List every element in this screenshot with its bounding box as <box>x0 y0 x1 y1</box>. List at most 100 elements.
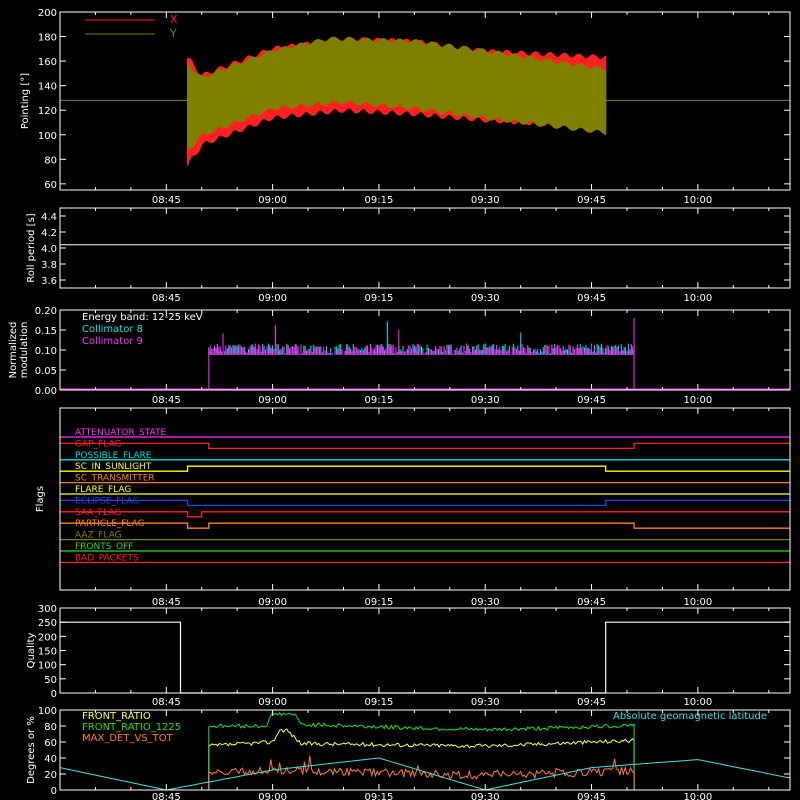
x-tick-label: 09:15 <box>365 597 394 608</box>
legend-label-y: Y <box>169 27 177 40</box>
x-tick-label: 08:45 <box>152 395 181 406</box>
y-tick-label: 4.2 <box>41 228 57 239</box>
x-tick-label: 09:45 <box>577 293 606 304</box>
modulation-y-label-2: modulation <box>19 322 30 379</box>
modulation-x-axis <box>59 310 770 390</box>
x-tick-label: 09:00 <box>258 195 287 206</box>
y-tick-label: 180 <box>38 33 57 44</box>
pointing-y-label: Pointing [°] <box>20 73 31 129</box>
quality-frame <box>59 607 791 694</box>
y-tick-label: 0.00 <box>35 386 57 397</box>
y-tick-label: 250 <box>38 618 57 629</box>
pointing-x-axis <box>59 12 770 190</box>
x-tick-label: 09:15 <box>365 395 394 406</box>
y-tick-label: 200 <box>38 8 57 19</box>
series-front-ratio <box>208 728 635 790</box>
modulation-y-label-1: Normalized <box>8 322 19 379</box>
ratio-y-label: Degrees or % <box>26 716 37 784</box>
flag-label: POSSIBLE_FLARE <box>75 451 152 461</box>
x-tick-label: 09:00 <box>258 792 287 800</box>
quality-x-axis <box>59 608 770 693</box>
y-tick-label: 100 <box>38 706 57 717</box>
modulation-frame <box>59 309 791 391</box>
flag-label: FRONTS_OFF <box>75 542 133 552</box>
x-tick-label: 09:45 <box>577 597 606 608</box>
x-tick-label: 10:00 <box>683 697 712 708</box>
x-tick-label: 10:00 <box>683 293 712 304</box>
x-tick-label: 09:00 <box>258 697 287 708</box>
pointing-y-axis <box>60 11 790 185</box>
quality-y-axis <box>60 607 790 694</box>
flag-label: BAD_PACKETS <box>75 553 139 563</box>
flag-trace <box>60 442 790 450</box>
y-tick-label: 0 <box>51 689 57 700</box>
y-tick-label: 60 <box>44 738 57 749</box>
ratio-x-axis <box>59 710 770 790</box>
ratio-frame <box>59 709 791 791</box>
modulation-legend-energy: Energy band: 12-25 keV <box>82 312 203 323</box>
modulation-legend-c9: Collimator 9 <box>82 336 143 347</box>
pointing-frame <box>59 11 791 191</box>
y-tick-label: 3.8 <box>41 260 57 271</box>
x-tick-label: 08:45 <box>152 195 181 206</box>
roll-frame <box>59 207 791 289</box>
flag-trace <box>60 465 790 472</box>
y-tick-label: 80 <box>44 155 57 166</box>
y-tick-label: 0 <box>51 786 57 797</box>
flag-label: SC_TRANSMITTER <box>75 474 155 484</box>
y-tick-label: 0.10 <box>35 346 57 357</box>
y-tick-label: 200 <box>38 632 57 643</box>
x-tick-label: 10:00 <box>683 395 712 406</box>
flag-label: GAP_FLAG <box>75 439 121 449</box>
y-tick-label: 100 <box>38 131 57 142</box>
x-tick-label: 09:45 <box>577 395 606 406</box>
x-tick-label: 08:45 <box>152 597 181 608</box>
x-tick-label: 09:30 <box>471 293 500 304</box>
y-tick-label: 0.20 <box>35 306 57 317</box>
y-tick-label: 0.05 <box>35 366 57 377</box>
y-tick-label: 20 <box>44 770 57 781</box>
flag-label: ATTENUATOR_STATE <box>75 428 167 438</box>
flag-label: SAA_FLAG <box>75 508 121 518</box>
series-geomagnetic-latitude <box>59 757 791 791</box>
legend-label-x: X <box>170 13 178 26</box>
quality-series <box>60 621 790 694</box>
ratio-legend-front-ratio: FRONT_RATIO <box>82 711 151 722</box>
flag-label: ECLIPSE_FLAG <box>75 496 139 506</box>
modulation-legend-c8: Collimator 8 <box>82 324 143 335</box>
flag-trace <box>60 511 790 518</box>
ratio-legend-max-det: MAX_DET_VS_TOT <box>82 733 174 744</box>
x-tick-label: 09:45 <box>577 697 606 708</box>
x-tick-label: 09:30 <box>471 697 500 708</box>
x-tick-label: 08:45 <box>152 792 181 800</box>
x-tick-label: 09:30 <box>471 792 500 800</box>
y-tick-label: 160 <box>38 57 57 68</box>
roll-x-axis <box>59 208 770 288</box>
flag-label: SC_IN_SUNLIGHT <box>75 462 152 472</box>
x-tick-label: 09:30 <box>471 395 500 406</box>
y-tick-label: 300 <box>38 604 57 615</box>
series-front-ratio-1225 <box>208 711 635 790</box>
x-tick-label: 08:45 <box>152 697 181 708</box>
x-tick-label: 09:00 <box>258 293 287 304</box>
flag-trace <box>60 499 790 507</box>
y-tick-label: 140 <box>38 82 57 93</box>
x-tick-label: 10:00 <box>683 792 712 800</box>
flags-frame <box>59 407 791 591</box>
x-tick-label: 10:00 <box>683 195 712 206</box>
quality-y-label: Quality <box>26 633 37 669</box>
y-tick-label: 120 <box>38 106 57 117</box>
x-tick-label: 09:45 <box>577 792 606 800</box>
pointing-series-y <box>187 36 607 149</box>
y-tick-label: 0.15 <box>35 326 57 337</box>
x-tick-label: 10:00 <box>683 597 712 608</box>
x-tick-label: 09:15 <box>365 293 394 304</box>
y-tick-label: 4.4 <box>41 212 57 223</box>
ratio-legend-latitude: Absolute geomagnetic latitude <box>613 711 767 722</box>
x-tick-label: 08:45 <box>152 293 181 304</box>
flag-label: FLARE_FLAG <box>75 485 131 495</box>
y-tick-label: 80 <box>44 722 57 733</box>
y-tick-label: 3.6 <box>41 276 57 287</box>
x-tick-label: 09:45 <box>577 195 606 206</box>
